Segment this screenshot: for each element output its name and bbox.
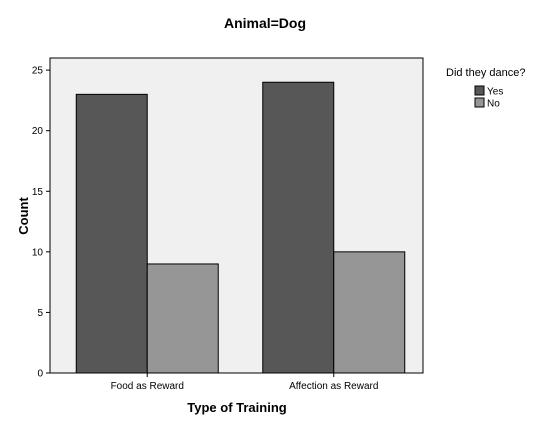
y-tick-label: 20 — [32, 126, 44, 137]
x-axis-title: Type of Training — [187, 400, 286, 415]
bars-group — [75, 81, 406, 374]
chart-title: Animal=Dog — [224, 15, 306, 31]
y-axis: 0 5 10 15 20 25 — [32, 66, 50, 380]
y-tick-label: 10 — [32, 247, 44, 258]
x-tick-label: Food as Reward — [111, 381, 184, 392]
legend-swatch-yes — [474, 85, 485, 96]
bar-yes-0 — [75, 93, 148, 374]
legend-title: Did they dance? — [446, 67, 526, 79]
y-tick-label: 15 — [32, 187, 44, 198]
bar-no-0 — [146, 263, 219, 374]
legend-swatch-no — [474, 97, 485, 108]
bar-yes-1 — [262, 81, 335, 374]
x-tick-label: Affection as Reward — [289, 381, 378, 392]
y-tick-label: 0 — [37, 369, 43, 380]
bar-no-1 — [333, 251, 406, 374]
y-tick-label: 5 — [37, 308, 43, 319]
y-tick-label: 25 — [32, 66, 44, 77]
legend-label-no: No — [487, 99, 500, 110]
x-axis: Food as Reward Affection as Reward — [111, 373, 378, 392]
legend-label-yes: Yes — [487, 87, 503, 98]
y-axis-title: Count — [16, 197, 31, 235]
